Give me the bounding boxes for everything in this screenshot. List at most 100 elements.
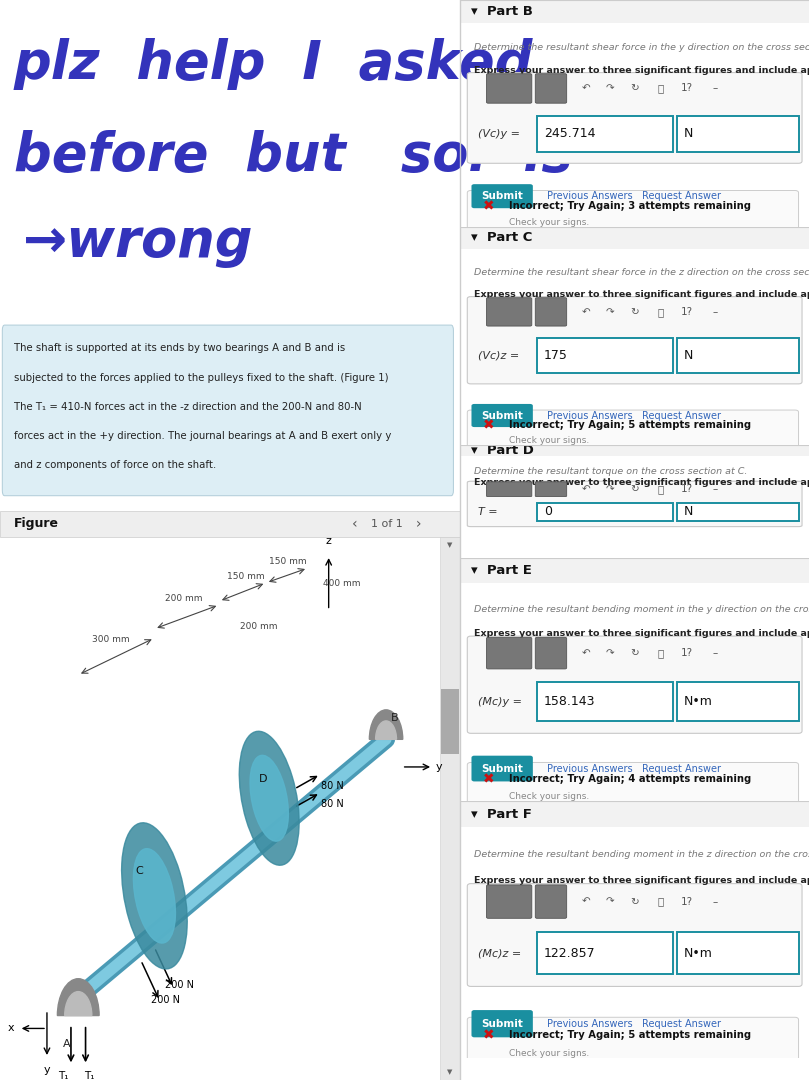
- FancyBboxPatch shape: [472, 185, 533, 208]
- Text: Figure: Figure: [14, 517, 59, 530]
- Text: 80 N: 80 N: [321, 799, 344, 809]
- Text: Incorrect; Try Again; 5 attempts remaining: Incorrect; Try Again; 5 attempts remaini…: [509, 420, 752, 430]
- Text: Incorrect; Try Again; 3 attempts remaining: Incorrect; Try Again; 3 attempts remaini…: [509, 201, 751, 212]
- FancyBboxPatch shape: [537, 503, 673, 521]
- Text: Submit: Submit: [481, 410, 523, 420]
- Text: Submit: Submit: [481, 764, 523, 773]
- Text: Request Answer: Request Answer: [642, 410, 721, 420]
- Text: C: C: [136, 866, 143, 876]
- Text: T₁: T₁: [84, 1070, 95, 1080]
- FancyBboxPatch shape: [468, 482, 802, 527]
- FancyBboxPatch shape: [468, 190, 798, 235]
- Text: 200 mm: 200 mm: [240, 622, 277, 631]
- FancyBboxPatch shape: [537, 683, 673, 721]
- FancyBboxPatch shape: [468, 636, 802, 733]
- FancyBboxPatch shape: [486, 482, 532, 497]
- FancyBboxPatch shape: [468, 883, 802, 986]
- Text: ⦿: ⦿: [658, 83, 664, 94]
- Text: Express your answer to three significant figures and include appropriate units.: Express your answer to three significant…: [474, 291, 809, 299]
- Text: 150 mm: 150 mm: [227, 572, 265, 581]
- Text: ↻: ↻: [630, 307, 639, 316]
- FancyBboxPatch shape: [472, 756, 533, 782]
- Text: (Vc)y =: (Vc)y =: [478, 129, 519, 139]
- Text: ↻: ↻: [630, 83, 639, 94]
- Bar: [460, 227, 809, 248]
- Text: x: x: [8, 1024, 15, 1034]
- FancyBboxPatch shape: [676, 932, 798, 973]
- Text: N•m: N•m: [684, 696, 713, 708]
- Text: 200 N: 200 N: [165, 980, 194, 990]
- Text: Incorrect; Try Again; 4 attempts remaining: Incorrect; Try Again; 4 attempts remaini…: [509, 774, 752, 784]
- Text: Submit: Submit: [481, 191, 523, 201]
- FancyBboxPatch shape: [472, 404, 533, 427]
- Text: 1?: 1?: [681, 648, 693, 658]
- Text: Incorrect; Try Again; 5 attempts remaining: Incorrect; Try Again; 5 attempts remaini…: [509, 1030, 752, 1040]
- FancyBboxPatch shape: [468, 410, 798, 454]
- FancyBboxPatch shape: [2, 325, 453, 496]
- Text: 300 mm: 300 mm: [91, 635, 129, 644]
- Text: ⦿: ⦿: [658, 307, 664, 316]
- FancyBboxPatch shape: [536, 885, 566, 918]
- Text: (Vc)z =: (Vc)z =: [478, 351, 519, 361]
- Text: ▼: ▼: [447, 1069, 452, 1076]
- Text: ✖: ✖: [482, 1028, 494, 1042]
- Text: T =: T =: [478, 507, 498, 517]
- Text: ↷: ↷: [606, 896, 615, 906]
- Text: Request Answer: Request Answer: [642, 1018, 721, 1028]
- Bar: [460, 558, 809, 583]
- Text: 0: 0: [544, 505, 552, 518]
- Text: Determine the resultant shear force in the z direction on the cross section at C: Determine the resultant shear force in t…: [474, 268, 809, 278]
- FancyBboxPatch shape: [468, 762, 798, 811]
- Text: ↻: ↻: [630, 896, 639, 906]
- Wedge shape: [65, 991, 91, 1015]
- Text: Request Answer: Request Answer: [642, 764, 721, 773]
- Text: ↶: ↶: [582, 83, 591, 94]
- Text: 175: 175: [544, 349, 568, 362]
- Text: 400 mm: 400 mm: [324, 580, 361, 589]
- Bar: [0, 511, 460, 537]
- Text: Previous Answers: Previous Answers: [548, 191, 633, 201]
- Ellipse shape: [239, 731, 299, 865]
- Text: forces act in the +y direction. The journal bearings at A and B exert only y: forces act in the +y direction. The jour…: [14, 431, 392, 441]
- Text: Express your answer to three significant figures and include appropriate units.: Express your answer to three significant…: [474, 629, 809, 638]
- Text: (Mc)y =: (Mc)y =: [478, 697, 522, 706]
- Text: Determine the resultant shear force in the y direction on the cross section at C: Determine the resultant shear force in t…: [474, 43, 809, 52]
- Text: ⦿: ⦿: [658, 896, 664, 906]
- Bar: [460, 0, 809, 23]
- FancyBboxPatch shape: [468, 297, 802, 383]
- Text: ▼: ▼: [447, 542, 452, 549]
- Ellipse shape: [133, 849, 176, 943]
- Text: –: –: [712, 307, 718, 316]
- Text: ›: ›: [416, 517, 421, 530]
- Text: T₁: T₁: [58, 1070, 69, 1080]
- Text: The shaft is supported at its ends by two bearings A and B and is: The shaft is supported at its ends by tw…: [14, 343, 345, 353]
- Text: 200 mm: 200 mm: [165, 594, 202, 604]
- Text: Previous Answers: Previous Answers: [548, 764, 633, 773]
- Text: and z components of force on the shaft.: and z components of force on the shaft.: [14, 460, 216, 470]
- Text: –: –: [712, 83, 718, 94]
- FancyBboxPatch shape: [676, 116, 798, 152]
- Text: ↷: ↷: [606, 648, 615, 658]
- Text: ↶: ↶: [582, 307, 591, 316]
- FancyBboxPatch shape: [486, 298, 532, 326]
- Text: ▾  Part B: ▾ Part B: [471, 4, 532, 18]
- Text: ↶: ↶: [582, 896, 591, 906]
- FancyBboxPatch shape: [472, 1010, 533, 1037]
- Text: N: N: [684, 127, 693, 140]
- Text: ↻: ↻: [630, 484, 639, 495]
- Text: ✖: ✖: [482, 200, 494, 214]
- Text: Previous Answers: Previous Answers: [548, 1018, 633, 1028]
- FancyBboxPatch shape: [486, 73, 532, 104]
- Text: (Mc)z =: (Mc)z =: [478, 948, 521, 958]
- Bar: [460, 445, 809, 456]
- Text: y: y: [44, 1065, 50, 1076]
- Text: B: B: [392, 713, 399, 723]
- Bar: [439, 537, 460, 1080]
- Text: –: –: [712, 896, 718, 906]
- Text: ↷: ↷: [606, 484, 615, 495]
- Text: –: –: [712, 648, 718, 658]
- Bar: [460, 801, 809, 827]
- Text: ↶: ↶: [582, 648, 591, 658]
- Text: 1?: 1?: [681, 484, 693, 495]
- Ellipse shape: [250, 755, 288, 841]
